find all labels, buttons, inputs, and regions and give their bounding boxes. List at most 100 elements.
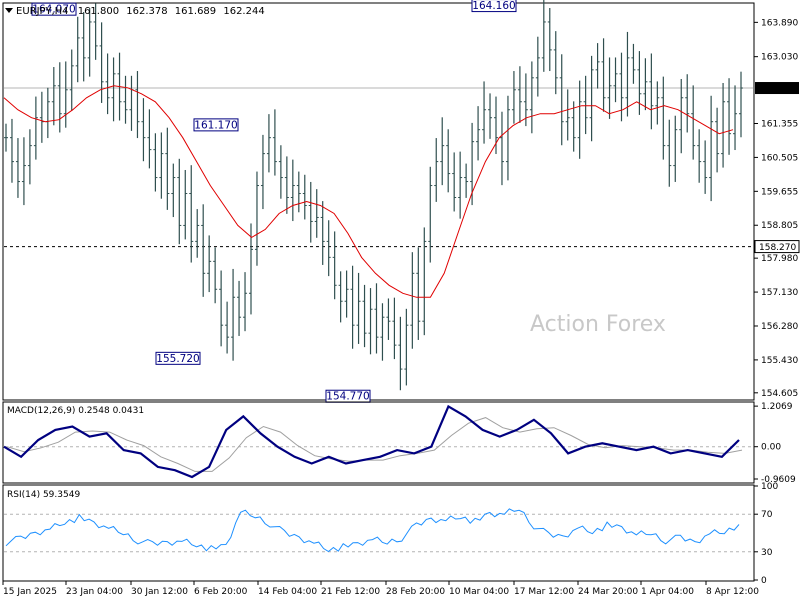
price-bar[interactable] <box>583 75 588 135</box>
price-bar[interactable] <box>476 106 481 161</box>
price-bar[interactable] <box>296 171 301 213</box>
price-bar[interactable] <box>302 174 307 220</box>
price-bar[interactable] <box>63 61 68 128</box>
price-bar[interactable] <box>613 57 618 103</box>
price-bar[interactable] <box>727 78 732 155</box>
price-bar[interactable] <box>290 159 295 222</box>
price-bar[interactable] <box>739 71 743 138</box>
price-bar[interactable] <box>416 247 421 340</box>
price-panel[interactable] <box>2 2 755 401</box>
price-bar[interactable] <box>559 54 564 146</box>
price-bar[interactable] <box>260 134 265 210</box>
price-bar[interactable] <box>380 303 385 361</box>
price-bar[interactable] <box>553 31 558 95</box>
price-bar[interactable] <box>685 74 690 133</box>
price-bars[interactable] <box>4 0 743 391</box>
price-bar[interactable] <box>625 31 630 117</box>
price-bar[interactable] <box>697 129 702 183</box>
price-bar[interactable] <box>219 270 224 347</box>
price-bar[interactable] <box>505 95 510 181</box>
price-bar[interactable] <box>362 284 367 348</box>
price-bar[interactable] <box>356 272 361 344</box>
price-bar[interactable] <box>655 81 660 125</box>
price-bar[interactable] <box>565 89 570 141</box>
price-bar[interactable] <box>183 169 188 240</box>
price-bar[interactable] <box>338 271 343 323</box>
price-bar[interactable] <box>4 123 8 152</box>
price-bar[interactable] <box>278 145 283 199</box>
price-bar[interactable] <box>452 152 457 212</box>
price-bar[interactable] <box>314 189 319 238</box>
price-bar[interactable] <box>272 109 277 176</box>
price-bar[interactable] <box>350 265 355 349</box>
price-bar[interactable] <box>69 49 74 111</box>
price-bar[interactable] <box>577 80 582 159</box>
price-bar[interactable] <box>195 209 200 258</box>
price-bar[interactable] <box>123 75 128 124</box>
price-bar[interactable] <box>661 76 666 160</box>
price-bar[interactable] <box>494 96 498 155</box>
price-bar[interactable] <box>141 98 146 162</box>
price-bar[interactable] <box>207 235 212 293</box>
price-bar[interactable] <box>81 11 86 82</box>
price-bar[interactable] <box>667 119 672 187</box>
price-bar[interactable] <box>607 57 612 119</box>
price-bar[interactable] <box>440 117 445 186</box>
price-bar[interactable] <box>87 7 92 77</box>
price-bar[interactable] <box>386 298 391 340</box>
price-bar[interactable] <box>589 55 594 142</box>
price-bar[interactable] <box>368 288 373 355</box>
price-bar[interactable] <box>721 83 726 168</box>
price-bar[interactable] <box>499 111 504 186</box>
price-bar[interactable] <box>231 268 236 361</box>
price-bar[interactable] <box>464 163 469 198</box>
price-bar[interactable] <box>643 58 648 111</box>
price-bar[interactable] <box>266 114 271 173</box>
price-bar[interactable] <box>27 129 32 185</box>
price-bar[interactable] <box>225 301 230 354</box>
price-bar[interactable] <box>649 53 654 130</box>
price-bar[interactable] <box>237 280 242 336</box>
price-bar[interactable] <box>631 43 636 84</box>
price-bar[interactable] <box>398 316 403 391</box>
price-bar[interactable] <box>159 132 164 199</box>
price-bar[interactable] <box>488 93 493 139</box>
price-bar[interactable] <box>135 71 140 139</box>
dropdown-triangle-icon[interactable] <box>5 8 13 13</box>
price-bar[interactable] <box>105 53 110 115</box>
price-bar[interactable] <box>733 85 738 151</box>
price-bar[interactable] <box>165 127 170 210</box>
price-bar[interactable] <box>547 7 552 72</box>
price-bar[interactable] <box>15 138 20 198</box>
price-bar[interactable] <box>709 95 714 202</box>
price-bar[interactable] <box>320 201 325 265</box>
price-bar[interactable] <box>153 133 158 192</box>
price-bar[interactable] <box>254 171 259 266</box>
price-bar[interactable] <box>446 129 451 193</box>
price-bar[interactable] <box>177 158 182 245</box>
price-bar[interactable] <box>284 156 289 214</box>
price-bar[interactable] <box>308 181 313 243</box>
price-bar[interactable] <box>9 118 14 183</box>
price-bar[interactable] <box>458 151 463 219</box>
price-bar[interactable] <box>428 166 433 263</box>
price-bar[interactable] <box>511 71 516 124</box>
price-bar[interactable] <box>541 0 546 72</box>
price-bar[interactable] <box>374 283 379 354</box>
price-bar[interactable] <box>201 204 206 297</box>
price-bar[interactable] <box>535 36 540 97</box>
price-bar[interactable] <box>171 163 176 218</box>
rsi-panel[interactable] <box>2 484 755 582</box>
price-bar[interactable] <box>601 38 606 112</box>
price-bar[interactable] <box>691 85 696 160</box>
price-bar[interactable] <box>111 57 116 122</box>
price-bar[interactable] <box>213 247 218 304</box>
price-bar[interactable] <box>75 16 80 83</box>
price-bar[interactable] <box>571 101 576 152</box>
price-bar[interactable] <box>703 140 708 194</box>
price-bar[interactable] <box>410 252 415 349</box>
price-bar[interactable] <box>57 62 62 133</box>
price-bar[interactable] <box>517 66 522 123</box>
price-bar[interactable] <box>21 137 26 206</box>
price-bar[interactable] <box>637 51 642 115</box>
